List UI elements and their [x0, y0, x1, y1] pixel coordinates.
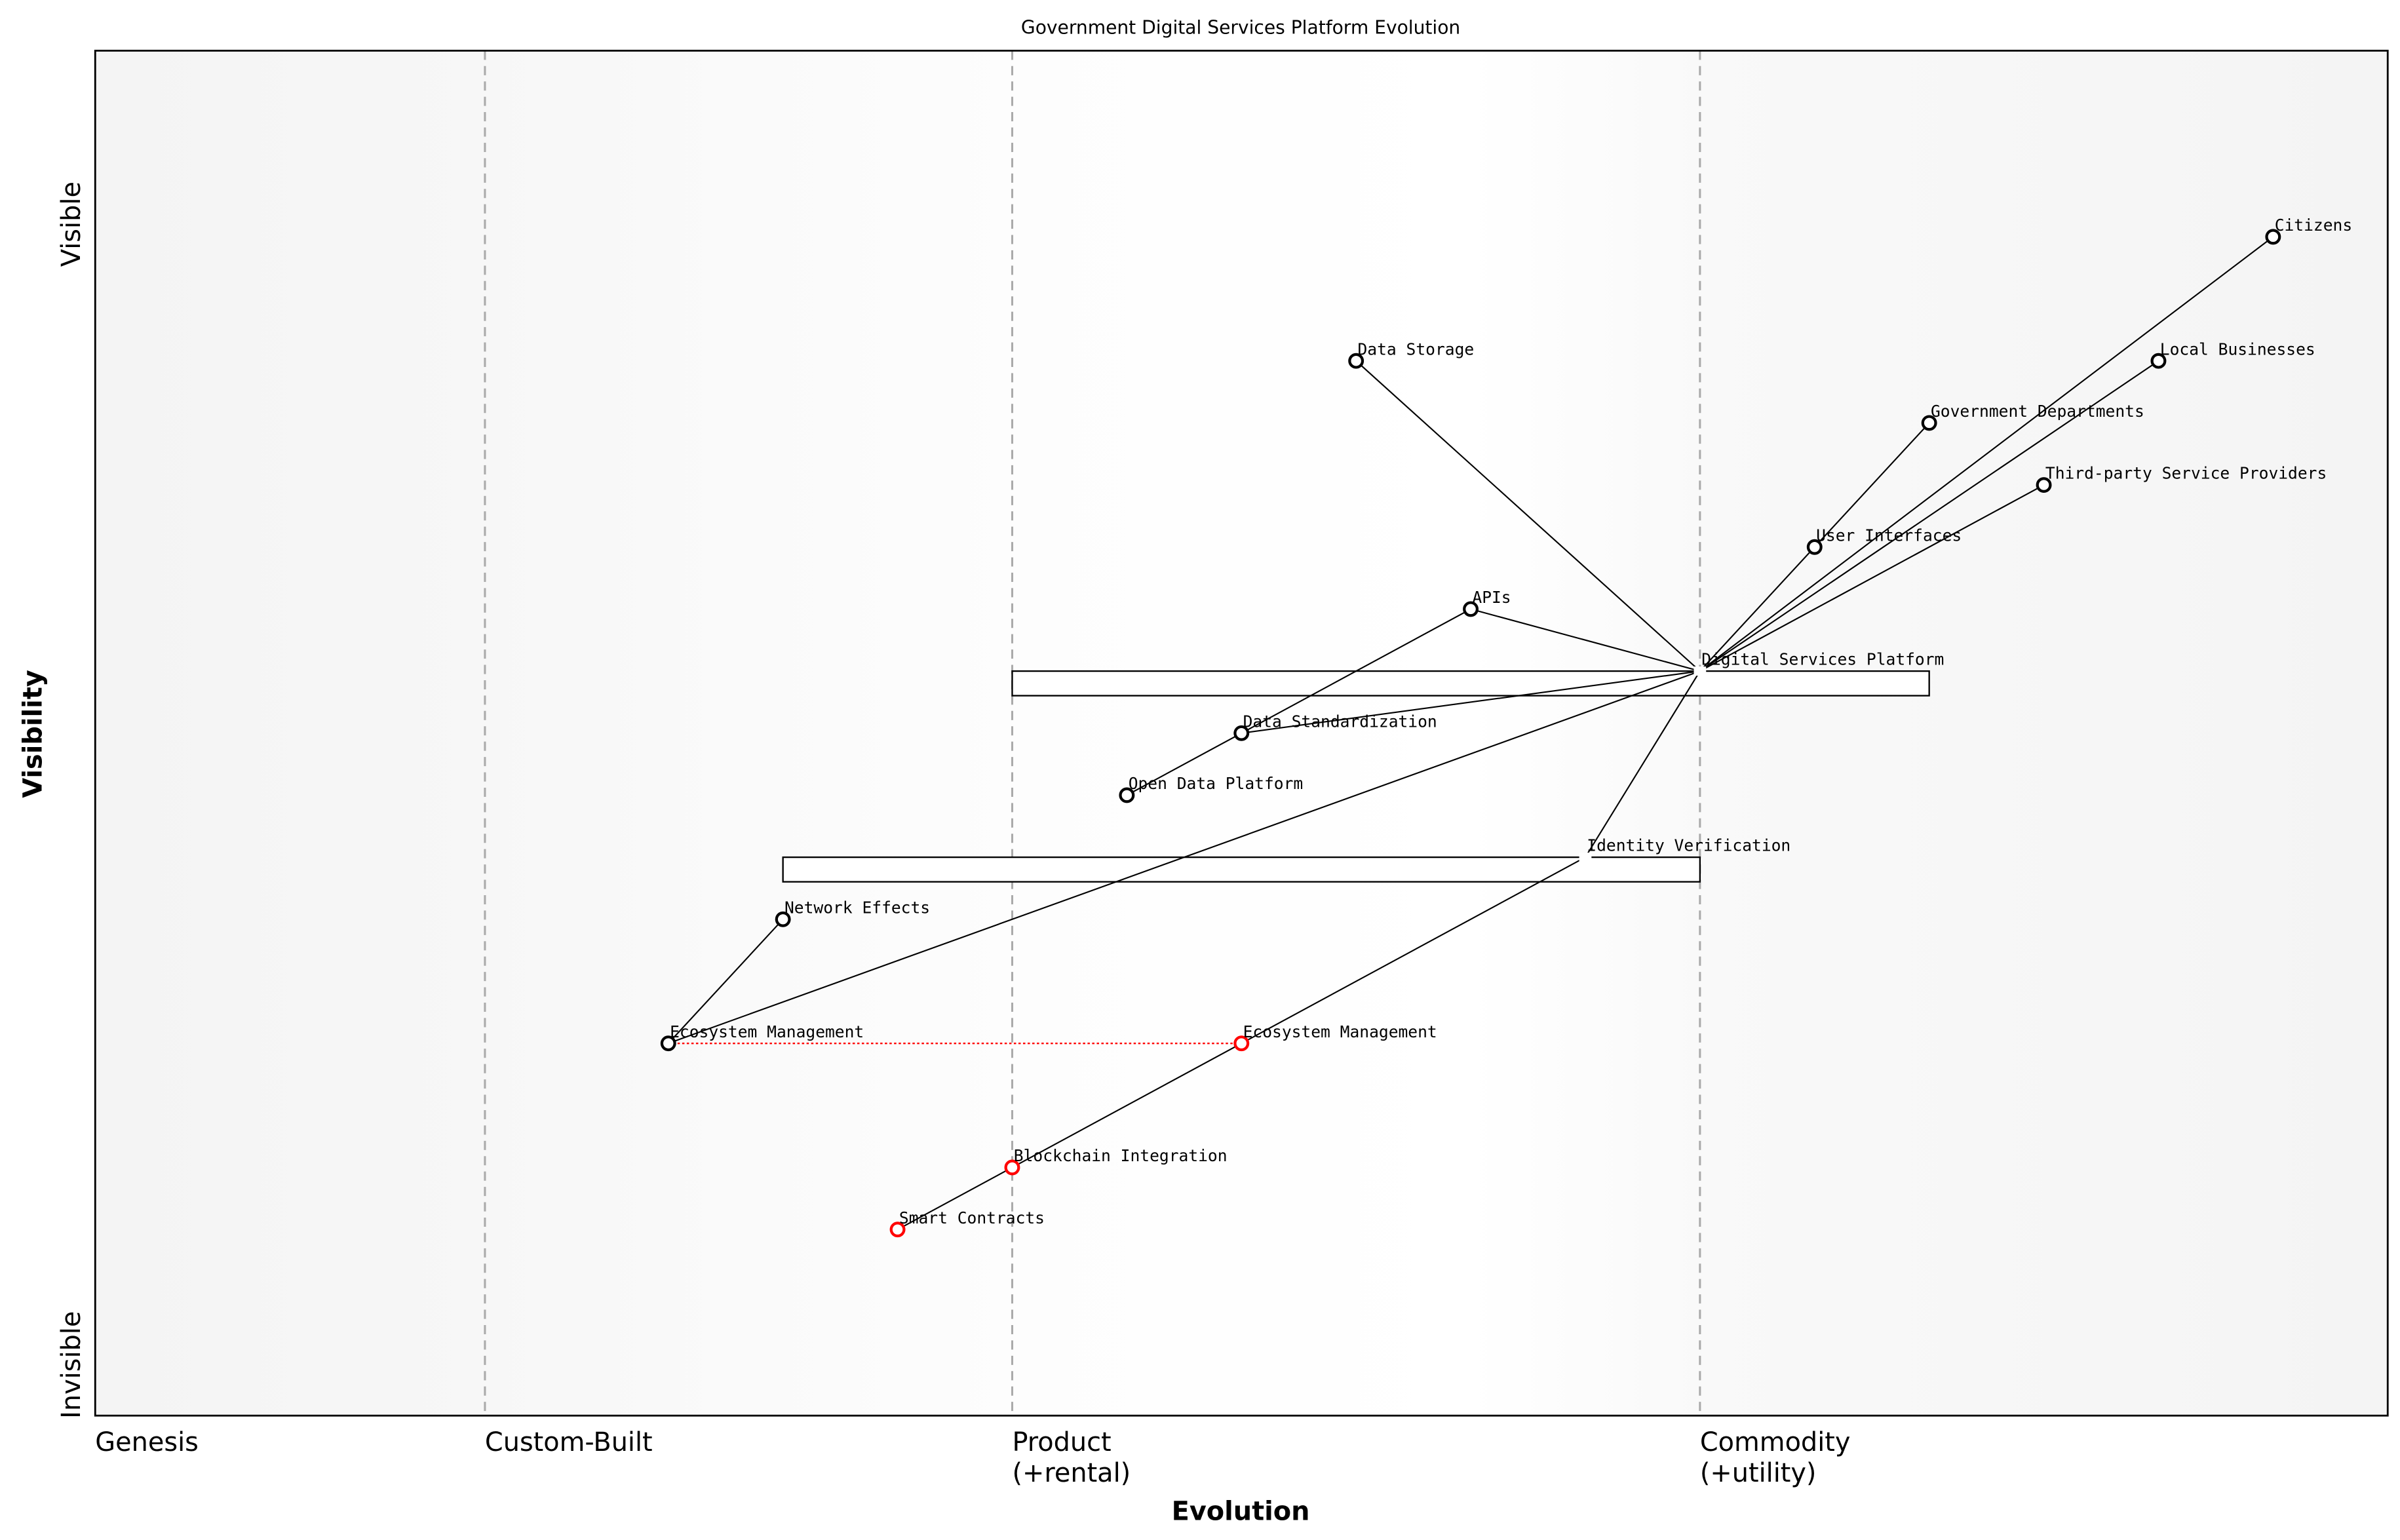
- stage-label: Custom-Built: [485, 1427, 653, 1457]
- component-identity: Identity Verification: [1579, 836, 1790, 862]
- component-marker: [775, 911, 791, 927]
- component-label: APIs: [1472, 588, 1511, 607]
- component-label: Smart Contracts: [899, 1208, 1045, 1227]
- component-label: Network Effects: [784, 898, 930, 917]
- plot-frame: [94, 49, 2389, 1417]
- dependency-link: [1585, 670, 1701, 858]
- component-storage: Data Storage: [1348, 339, 1475, 369]
- component-marker: [1806, 539, 1823, 555]
- stage-sublabel: (+rental): [1012, 1458, 1131, 1488]
- component-blockchain: Blockchain Integration: [1004, 1146, 1228, 1176]
- component-apis: APIs: [1463, 588, 1511, 617]
- component-label: Local Businesses: [2160, 339, 2315, 358]
- dependency-link: [1699, 360, 2159, 672]
- component-label: Identity Verification: [1587, 836, 1790, 855]
- component-marker: [1579, 853, 1592, 862]
- stage-label: Product: [1012, 1427, 1111, 1457]
- component-label: Open Data Platform: [1129, 774, 1304, 793]
- component-label: Ecosystem Management: [670, 1022, 864, 1041]
- component-marker: [2265, 229, 2281, 245]
- dependency-link: [1699, 236, 2274, 672]
- component-marker: [2150, 353, 2167, 369]
- y-axis-label: Visibility: [18, 670, 48, 798]
- component-network: Network Effects: [775, 898, 930, 927]
- component-local: Local Businesses: [2150, 339, 2315, 369]
- dependency-link: [897, 1166, 1013, 1231]
- stage-sublabel: (+utility): [1700, 1458, 1817, 1488]
- y-bottom-label: Invisible: [56, 1311, 87, 1419]
- dependency-link: [1470, 608, 1701, 672]
- component-dsp: Digital Services Platform: [1694, 650, 1944, 676]
- component-label: Government Departments: [1931, 402, 2144, 421]
- component-citizens: Citizens: [2265, 216, 2352, 245]
- dependency-link: [667, 919, 784, 1044]
- component-gov: Government Departments: [1921, 402, 2144, 431]
- component-smart: Smart Contracts: [889, 1208, 1045, 1238]
- component-datastd: Data Standardization: [1233, 712, 1437, 741]
- component-eco2: Ecosystem Management: [1233, 1022, 1437, 1052]
- dependency-link: [1699, 484, 2045, 672]
- dependency-link: [668, 670, 1701, 1045]
- dependency-link: [1355, 360, 1701, 672]
- component-label: Data Storage: [1358, 339, 1475, 358]
- component-opendata: Open Data Platform: [1119, 774, 1304, 803]
- component-marker: [1348, 353, 1365, 369]
- component-marker: [1119, 787, 1135, 803]
- component-label: User Interfaces: [1816, 526, 1962, 545]
- x-axis-label: Evolution: [1172, 1497, 1310, 1527]
- dependency-link: [1241, 670, 1700, 734]
- component-label: Digital Services Platform: [1701, 650, 1944, 669]
- inertia-bar: [1011, 670, 1930, 697]
- component-marker: [889, 1222, 906, 1238]
- component-label: Citizens: [2275, 216, 2352, 235]
- dependency-link: [1813, 422, 1930, 548]
- component-marker: [1233, 1035, 1250, 1052]
- component-ui: User Interfaces: [1806, 526, 1962, 555]
- component-marker: [2036, 477, 2052, 493]
- component-label: Ecosystem Management: [1243, 1022, 1437, 1041]
- component-label: Third-party Service Providers: [2045, 464, 2327, 483]
- component-label: Blockchain Integration: [1014, 1146, 1228, 1165]
- stage-label: Genesis: [95, 1427, 199, 1457]
- y-top-label: Visible: [56, 182, 87, 267]
- component-marker: [1004, 1159, 1020, 1176]
- component-third: Third-party Service Providers: [2036, 464, 2327, 493]
- component-marker: [1921, 415, 1937, 431]
- component-eco: Ecosystem Management: [660, 1022, 864, 1052]
- dependency-link: [1241, 857, 1586, 1045]
- map-title: Government Digital Services Platform Evo…: [1021, 17, 1460, 39]
- component-marker: [1463, 601, 1479, 617]
- dependency-link: [1699, 547, 1815, 672]
- dependency-link: [1241, 608, 1471, 734]
- dependency-link: [1126, 732, 1242, 796]
- component-label: Data Standardization: [1243, 712, 1437, 731]
- component-marker: [660, 1035, 676, 1052]
- component-marker: [1233, 725, 1250, 741]
- dependency-link: [1011, 1043, 1242, 1168]
- component-marker: [1694, 666, 1707, 676]
- stage-label: Commodity: [1700, 1427, 1851, 1457]
